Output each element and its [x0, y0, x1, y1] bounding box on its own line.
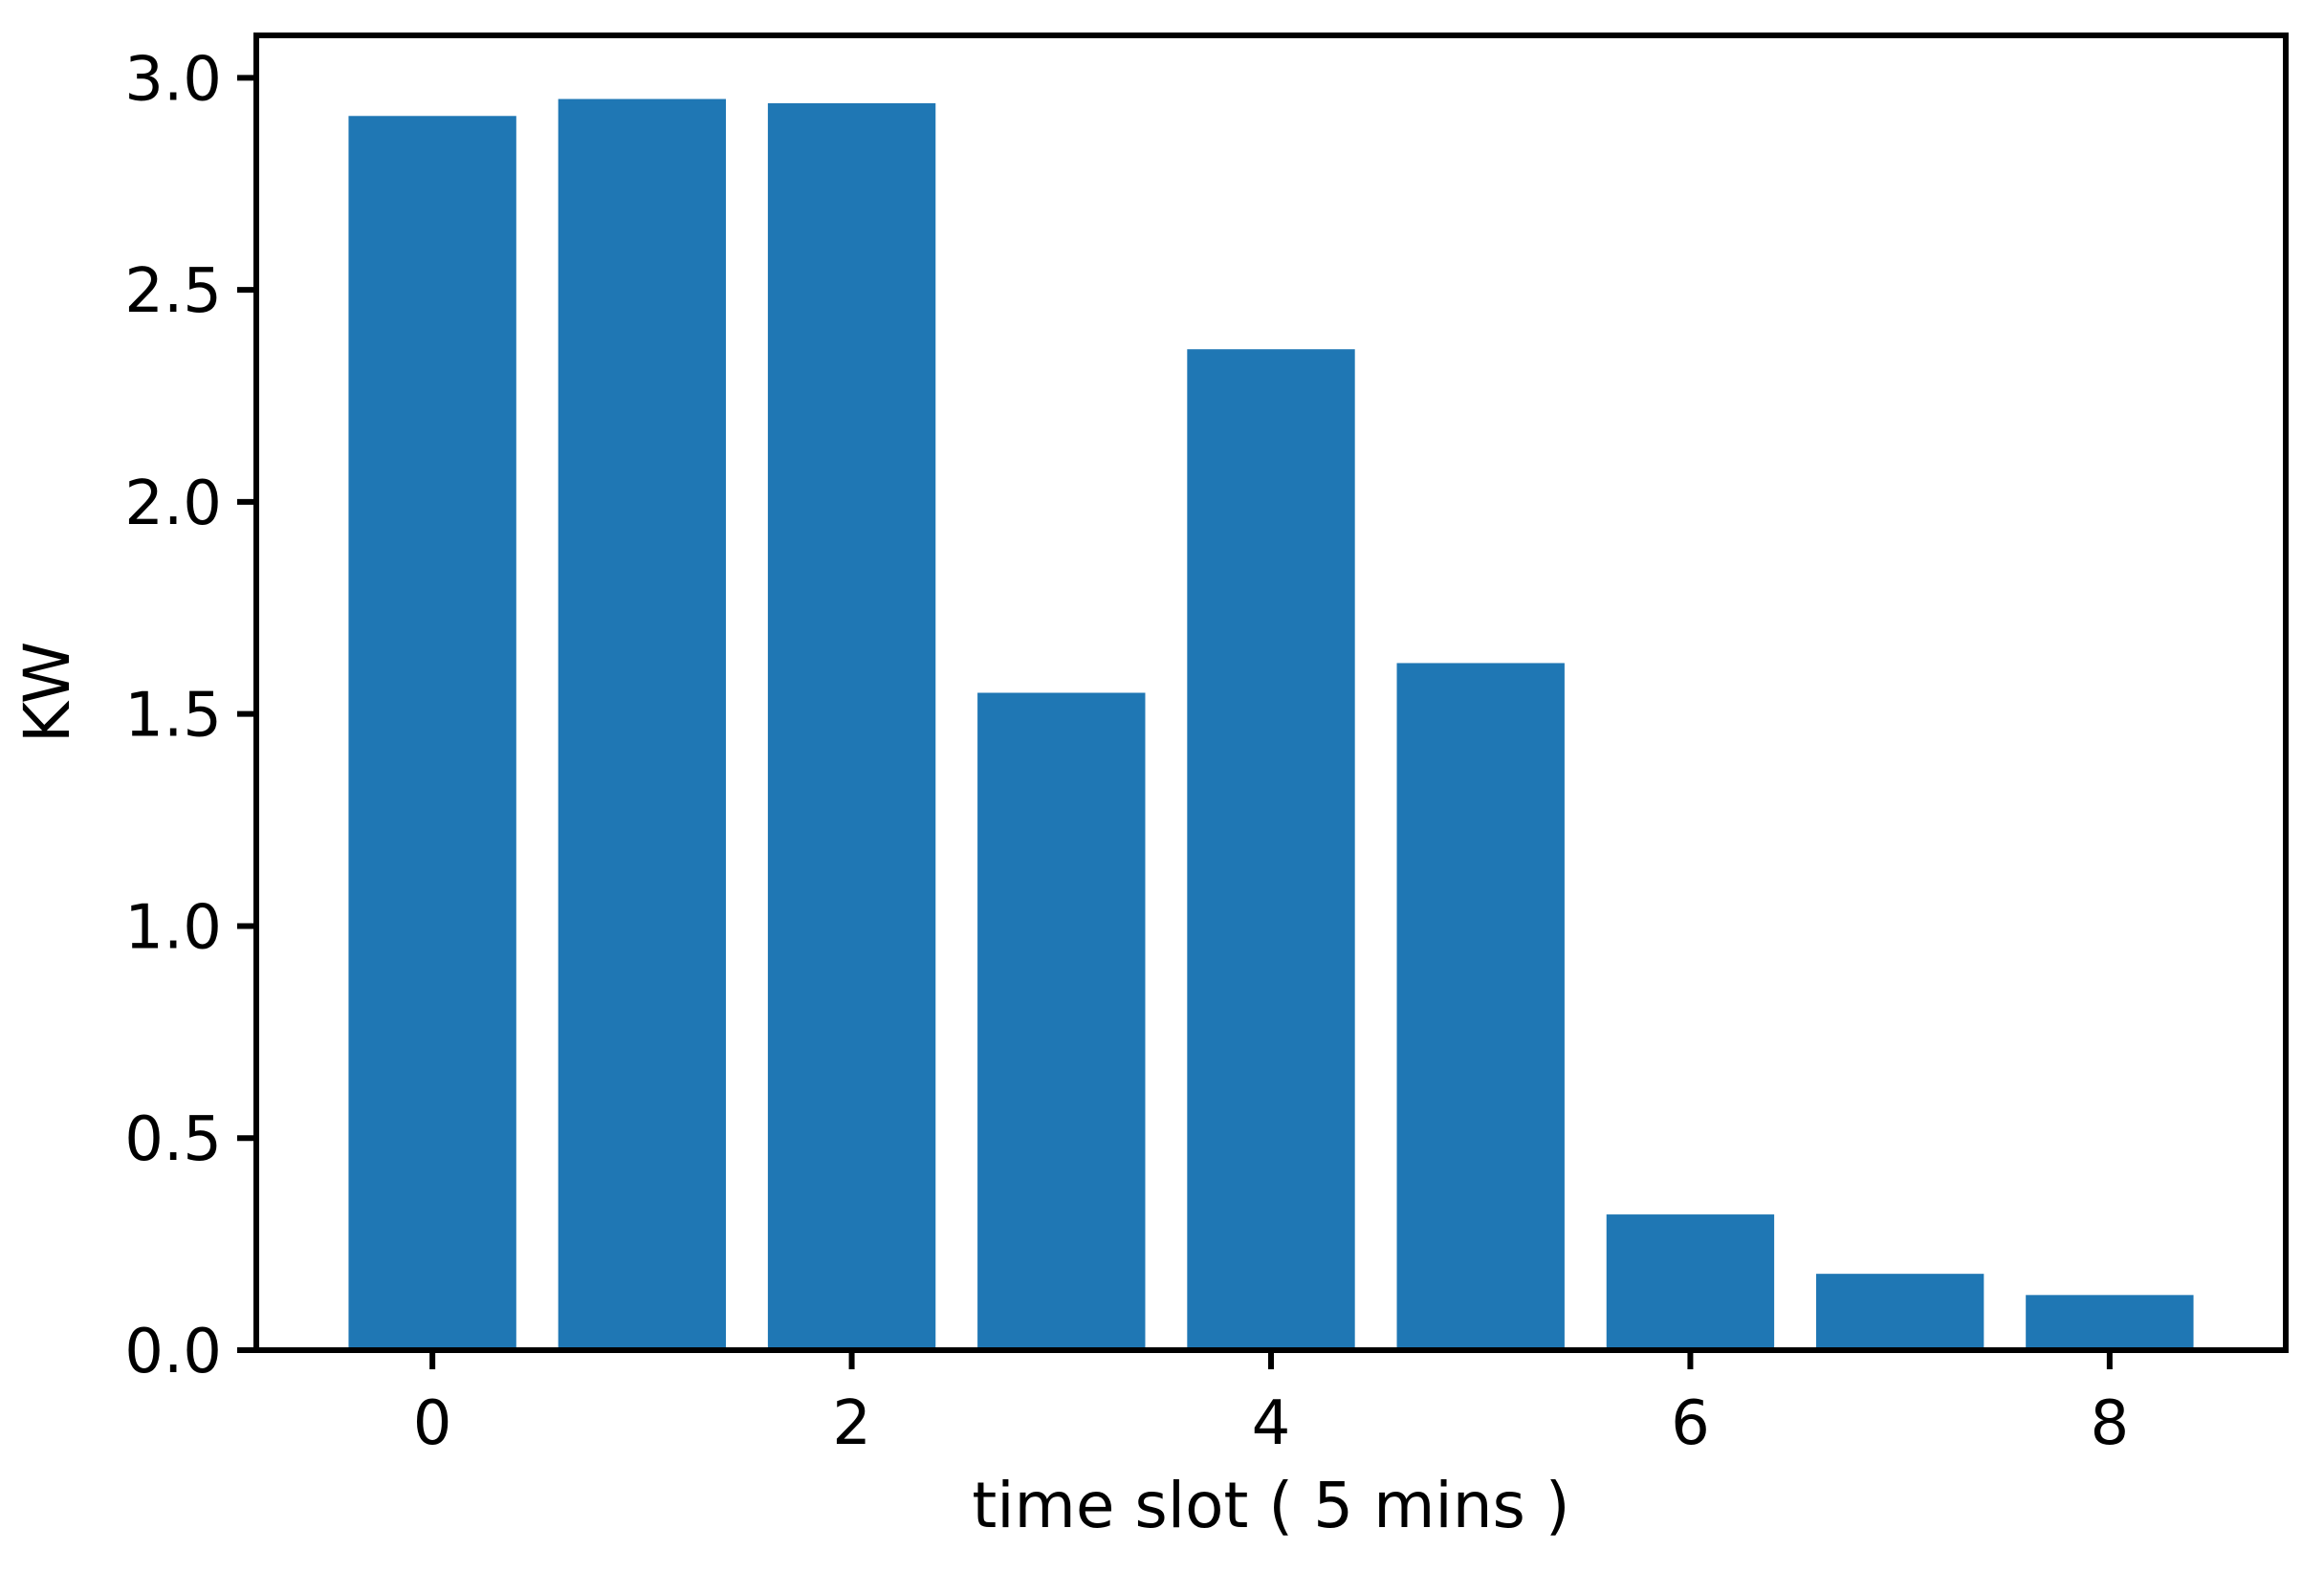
x-tick-label: 2: [832, 1388, 871, 1459]
bars-group: [348, 98, 2194, 1351]
y-tick-label: 3.0: [124, 44, 222, 115]
bar-5: [1396, 663, 1565, 1350]
y-tick-label: 1.5: [124, 681, 222, 752]
x-tick-label: 6: [1671, 1388, 1710, 1459]
bar-6: [1606, 1214, 1775, 1350]
bar-0: [348, 116, 516, 1351]
bar-2: [767, 102, 936, 1350]
y-tick-label: 2.5: [124, 256, 222, 327]
x-axis-ticks: 0 2 4 6 8: [413, 1350, 2129, 1459]
bar-4: [1187, 349, 1355, 1350]
y-axis-label: KW: [11, 642, 84, 743]
bar-1: [558, 98, 727, 1351]
bar-8: [2026, 1295, 2194, 1350]
y-tick-label: 0.5: [124, 1104, 222, 1175]
x-axis-label: time slot ( 5 mins ): [972, 1469, 1569, 1542]
x-tick-label: 8: [2091, 1388, 2130, 1459]
bar-7: [1815, 1274, 1984, 1350]
y-axis-ticks: 0.0 0.5 1.0 1.5 2.0 2.5 3.0: [124, 44, 256, 1387]
y-tick-label: 1.0: [124, 892, 222, 963]
y-tick-label: 2.0: [124, 469, 222, 539]
bar-3: [977, 692, 1146, 1350]
y-tick-label: 0.0: [124, 1317, 222, 1387]
x-tick-label: 4: [1252, 1388, 1291, 1459]
x-tick-label: 0: [413, 1388, 452, 1459]
